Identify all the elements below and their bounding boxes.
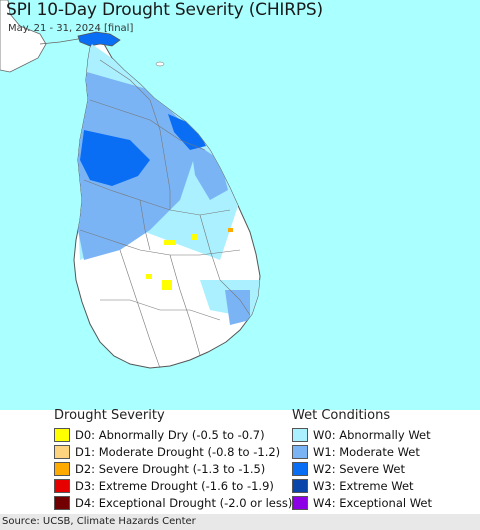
legend-item-d2: D2: Severe Drought (-1.3 to -1.5) [54, 460, 292, 477]
drought-legend-heading: Drought Severity [54, 408, 165, 423]
d1-label: D1: Moderate Drought (-0.8 to -1.2) [75, 444, 281, 459]
map-canvas [0, 0, 480, 410]
legend-item-w4: W4: Exceptional Wet [292, 494, 432, 511]
d1-swatch [54, 444, 70, 459]
legend-item-w2: W2: Severe Wet [292, 460, 432, 477]
d4-swatch [54, 495, 70, 510]
jaffna-peninsula [77, 31, 121, 47]
d4-label: D4: Exceptional Drought (-2.0 or less) [75, 495, 293, 510]
legend-item-d0: D0: Abnormally Dry (-0.5 to -0.7) [54, 426, 292, 443]
d2-label: D2: Severe Drought (-1.3 to -1.5) [75, 461, 266, 476]
w0-swatch [292, 427, 308, 442]
d0-spot-3 [146, 274, 152, 279]
d2-spot [228, 228, 233, 232]
wet-legend: Wet Conditions W0: Abnormally Wet W1: Mo… [292, 408, 432, 511]
india-landmass [0, 0, 47, 73]
d0-label: D0: Abnormally Dry (-0.5 to -0.7) [75, 427, 265, 442]
w1-label: W1: Moderate Wet [313, 444, 420, 459]
d3-label: D3: Extreme Drought (-1.6 to -1.9) [75, 478, 274, 493]
island-speck-1 [155, 61, 165, 67]
w3-swatch [292, 478, 308, 493]
w2-region-northeast [168, 114, 206, 150]
wet-legend-heading: Wet Conditions [292, 408, 391, 423]
source-text: Source: UCSB, Climate Hazards Center [2, 516, 196, 527]
w4-swatch [292, 495, 308, 510]
legend-item-d4: D4: Exceptional Drought (-2.0 or less) [54, 494, 292, 511]
legend-item-w1: W1: Moderate Wet [292, 443, 432, 460]
d0-spot-4 [162, 280, 172, 290]
d0-swatch [54, 427, 70, 442]
legend-item-d3: D3: Extreme Drought (-1.6 to -1.9) [54, 477, 292, 494]
legend-item-d1: D1: Moderate Drought (-0.8 to -1.2) [54, 443, 292, 460]
w1-region-east [190, 140, 228, 200]
w1-region-southeast [225, 290, 250, 325]
source-bar: Source: UCSB, Climate Hazards Center [0, 514, 480, 530]
map-subtitle: May. 21 - 31, 2024 [final] [8, 23, 134, 34]
d0-spot-2 [192, 234, 198, 240]
d0-spot-1 [164, 240, 176, 245]
w2-swatch [292, 461, 308, 476]
map-title: SPI 10-Day Drought Severity (CHIRPS) [6, 0, 323, 20]
w2-region-west [80, 130, 150, 186]
w4-label: W4: Exceptional Wet [313, 495, 432, 510]
adams-bridge [39, 37, 85, 45]
legend: Drought Severity D0: Abnormally Dry (-0.… [0, 408, 480, 514]
w3-label: W3: Extreme Wet [313, 478, 414, 493]
w2-label: W2: Severe Wet [313, 461, 405, 476]
legend-item-w0: W0: Abnormally Wet [292, 426, 432, 443]
map-area: SPI 10-Day Drought Severity (CHIRPS) May… [0, 0, 480, 410]
d2-swatch [54, 461, 70, 476]
drought-legend: Drought Severity D0: Abnormally Dry (-0.… [54, 408, 292, 511]
district-boundaries [79, 59, 251, 369]
sea [0, 0, 480, 410]
d3-swatch [54, 478, 70, 493]
w1-swatch [292, 444, 308, 459]
legend-item-w3: W3: Extreme Wet [292, 477, 432, 494]
w0-label: W0: Abnormally Wet [313, 427, 431, 442]
